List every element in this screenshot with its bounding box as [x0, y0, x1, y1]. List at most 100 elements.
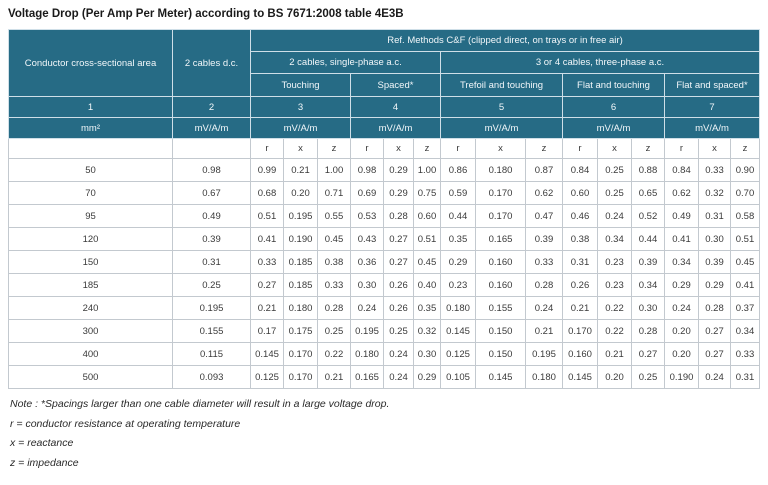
- cell-value: 0.150: [475, 342, 526, 366]
- header-three-phase: 3 or 4 cables, three-phase a.c.: [439, 51, 761, 74]
- cell-value: 0.28: [317, 296, 351, 320]
- cell-value: 0.29: [383, 181, 414, 205]
- cell-value: 0.105: [440, 365, 476, 389]
- cell-value: 0.43: [350, 227, 384, 251]
- cell-value: 0.27: [698, 342, 731, 366]
- unit-label: mV/A/m: [250, 117, 351, 139]
- cell-value: 0.21: [250, 296, 284, 320]
- cell-value: 0.22: [317, 342, 351, 366]
- cell-value: 0.47: [525, 204, 563, 228]
- cell-value: 0.25: [631, 365, 665, 389]
- cell-dc-voltage-drop: 0.31: [172, 250, 251, 274]
- cell-value: 0.99: [250, 158, 284, 182]
- header-row-phase: 2 cables, single-phase a.c. 3 or 4 cable…: [9, 51, 761, 74]
- table-header: Conductor cross-sectional area 2 cables …: [8, 29, 761, 139]
- col-number: 2: [172, 96, 251, 118]
- cell-value: 0.68: [250, 181, 284, 205]
- cell-value: 0.165: [475, 227, 526, 251]
- cell-value: 0.25: [317, 319, 351, 343]
- col-number: 4: [350, 96, 441, 118]
- cell-value: 0.45: [317, 227, 351, 251]
- cell-value: 0.17: [250, 319, 284, 343]
- cell-value: 0.26: [562, 273, 598, 297]
- cell-value: 0.33: [525, 250, 563, 274]
- cell-value: 0.40: [413, 273, 441, 297]
- cell-value: 0.27: [383, 227, 414, 251]
- cell-value: 0.20: [283, 181, 318, 205]
- cell-value: 0.39: [525, 227, 563, 251]
- table-row: 70 0.67 0.68 0.20 0.71 0.69 0.29 0.75 0.59 0.170 0…: [8, 181, 761, 205]
- cell-value: 0.31: [562, 250, 598, 274]
- cell-value: 0.29: [413, 365, 441, 389]
- table-row: 150 0.31 0.33 0.185 0.38 0.36 0.27 0.45 0.29 0.16…: [8, 250, 761, 274]
- cell-value: 0.180: [440, 296, 476, 320]
- cell-value: 0.25: [597, 181, 632, 205]
- header-conductor-area: Conductor cross-sectional area: [8, 29, 173, 97]
- cell-value: 0.52: [631, 204, 665, 228]
- rxz-label-z: z: [729, 138, 761, 159]
- cell-value: 0.23: [440, 273, 476, 297]
- cell-conductor-size: 150: [8, 250, 173, 274]
- cell-dc-voltage-drop: 0.67: [172, 181, 251, 205]
- rxz-label-z: z: [317, 138, 351, 159]
- cell-value: 0.51: [413, 227, 441, 251]
- cell-dc-voltage-drop: 0.49: [172, 204, 251, 228]
- cell-conductor-size: 240: [8, 296, 173, 320]
- header-trefoil-touching: Trefoil and touching: [440, 73, 563, 97]
- note-x-definition: x = reactance: [10, 437, 74, 449]
- cell-value: 0.33: [698, 158, 731, 182]
- cell-value: 0.24: [383, 365, 414, 389]
- cell-conductor-size: 95: [8, 204, 173, 228]
- cell-value: 0.87: [525, 158, 563, 182]
- cell-value: 0.175: [283, 319, 318, 343]
- rxz-label-z: z: [631, 138, 665, 159]
- cell-value: 0.27: [631, 342, 665, 366]
- cell-conductor-size: 400: [8, 342, 173, 366]
- voltage-drop-table: Conductor cross-sectional area 2 cables …: [8, 29, 761, 389]
- rxz-label-z: z: [525, 138, 563, 159]
- cell-value: 0.84: [562, 158, 598, 182]
- cell-value: 0.24: [350, 296, 384, 320]
- cell-value: 0.32: [413, 319, 441, 343]
- cell-value: 0.39: [698, 250, 731, 274]
- cell-value: 0.31: [698, 204, 731, 228]
- cell-value: 0.41: [250, 227, 284, 251]
- cell-value: 0.30: [631, 296, 665, 320]
- cell-value: 0.165: [350, 365, 384, 389]
- cell-value: 0.60: [562, 181, 598, 205]
- cell-conductor-size: 70: [8, 181, 173, 205]
- cell-value: 0.21: [525, 319, 563, 343]
- cell-value: 0.25: [383, 319, 414, 343]
- cell-value: 0.37: [729, 296, 761, 320]
- cell-value: 0.33: [317, 273, 351, 297]
- footnotes: Note : *Spacings larger than one cable d…: [10, 398, 760, 469]
- cell-value: 0.22: [597, 296, 632, 320]
- cell-value: 0.70: [729, 181, 761, 205]
- cell-value: 0.180: [525, 365, 563, 389]
- header-dc-cables: 2 cables d.c.: [172, 29, 251, 97]
- cell-value: 0.65: [631, 181, 665, 205]
- rxz-empty-cell: [172, 138, 251, 159]
- cell-value: 0.38: [562, 227, 598, 251]
- cell-dc-voltage-drop: 0.25: [172, 273, 251, 297]
- header-ref-methods: Ref. Methods C&F (clipped direct, on tra…: [249, 29, 761, 52]
- cell-conductor-size: 185: [8, 273, 173, 297]
- cell-dc-voltage-drop: 0.98: [172, 158, 251, 182]
- cell-value: 0.41: [664, 227, 699, 251]
- cell-value: 0.21: [317, 365, 351, 389]
- table-row: 50 0.98 0.99 0.21 1.00 0.98 0.29 1.00 0.86 0.180 0…: [8, 158, 761, 182]
- cell-value: 0.86: [440, 158, 476, 182]
- cell-value: 0.21: [597, 342, 632, 366]
- cell-value: 0.190: [664, 365, 699, 389]
- cell-value: 0.28: [631, 319, 665, 343]
- table-row: 240 0.195 0.21 0.180 0.28 0.24 0.26 0.35 0.180 0.…: [8, 296, 761, 320]
- col-number: 3: [250, 96, 351, 118]
- cell-value: 0.46: [562, 204, 598, 228]
- cell-conductor-size: 120: [8, 227, 173, 251]
- cell-value: 0.145: [475, 365, 526, 389]
- cell-value: 0.21: [562, 296, 598, 320]
- cell-dc-voltage-drop: 0.155: [172, 319, 251, 343]
- cell-value: 1.00: [413, 158, 441, 182]
- header-touching: Touching: [250, 73, 351, 97]
- cell-value: 0.44: [631, 227, 665, 251]
